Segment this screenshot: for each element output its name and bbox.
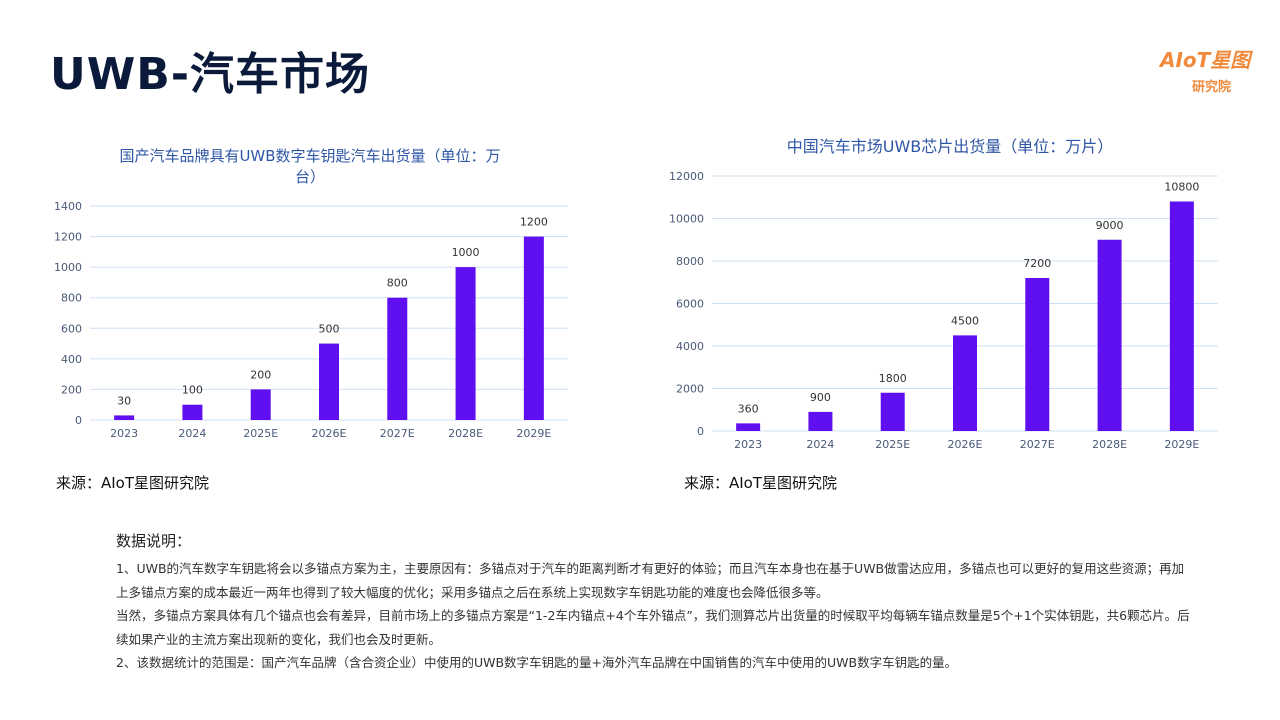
brand-logo: AIoT星图 研究院	[1160, 44, 1260, 95]
chart2-xtick-label: 2026E	[948, 438, 983, 451]
chart2-data-label: 360	[738, 402, 759, 415]
chart1-data-label: 1200	[520, 216, 548, 229]
chart2-bar	[880, 392, 905, 431]
chart1-data-label: 100	[182, 384, 203, 397]
chart2-ytick-label: 6000	[676, 298, 704, 311]
chart1-bar	[387, 297, 408, 420]
chart1-data-label: 800	[387, 277, 408, 290]
chart1-xtick-label: 2025E	[243, 427, 278, 440]
chart1-bar	[319, 343, 339, 420]
chart1-ytick-label: 800	[61, 292, 82, 305]
data-notes: 数据说明： 1、UWB的汽车数字车钥匙将会以多锚点方案为主，主要原因有：多锚点对…	[116, 530, 1196, 675]
notes-paragraph-1: 1、UWB的汽车数字车钥匙将会以多锚点方案为主，主要原因有：多锚点对于汽车的距离…	[116, 561, 1185, 600]
chart2-data-label: 7200	[1023, 257, 1051, 270]
chart2-ytick-label: 2000	[676, 383, 704, 396]
logo-sub-text: 研究院	[1192, 80, 1232, 95]
chart2-xtick-label: 2025E	[875, 438, 910, 451]
chart1-xtick-label: 2027E	[380, 427, 415, 440]
chart1-data-label: 30	[117, 394, 131, 407]
chart1-data-label: 1000	[452, 246, 480, 259]
chart2-ytick-label: 12000	[669, 170, 704, 183]
chart2-bar	[736, 423, 761, 431]
chart1-bar	[250, 389, 271, 420]
chart2-xtick-label: 2029E	[1164, 438, 1199, 451]
page-title: UWB-汽车市场	[50, 49, 371, 100]
chart2-data-label: 9000	[1096, 219, 1124, 232]
chart2-bar	[1025, 278, 1050, 431]
chart1-bar	[455, 267, 476, 420]
chart2-bar	[1169, 201, 1194, 431]
chart1-ytick-label: 0	[75, 414, 82, 427]
logo-main-text: AIoT星图	[1160, 48, 1251, 72]
chart1-title-line2: 台）	[294, 168, 325, 186]
chart1-xtick-label: 2024	[178, 427, 206, 440]
chart2-ytick-label: 10000	[669, 213, 704, 226]
chart2-svg: 0 2000 4000 6000 8000 10000 12000 360 2023 900 202…	[669, 170, 1218, 451]
chart2-data-label: 4500	[951, 314, 979, 327]
chart2-data-label: 10800	[1164, 181, 1199, 194]
chart2-source: 来源：AIoT星图研究院	[684, 474, 838, 492]
chart2-ytick-label: 8000	[676, 255, 704, 268]
notes-paragraph-2: 当然，多锚点方案具体有几个锚点也会有差异，目前市场上的多锚点方案是“1-2车内锚…	[116, 608, 1190, 647]
chart1-source: 来源：AIoT星图研究院	[56, 474, 210, 492]
chart1-ytick-label: 1400	[54, 200, 82, 213]
chart1-svg: 0 200 400 600 800 1000 1200 1400 30 2023 100 2024 20…	[54, 200, 568, 440]
chart2-xtick-label: 2023	[734, 438, 762, 451]
chart2-xtick-label: 2027E	[1020, 438, 1055, 451]
chart1-title-line1: 国产汽车品牌具有UWB数字车钥匙汽车出货量（单位：万	[119, 147, 501, 165]
chart2-bar	[1097, 239, 1122, 431]
chart2-ytick-label: 0	[697, 425, 704, 438]
chart1-xtick-label: 2026E	[312, 427, 347, 440]
chart1-ytick-label: 600	[61, 322, 82, 335]
chart2-ytick-label: 4000	[676, 340, 704, 353]
chart1-ytick-label: 200	[61, 383, 82, 396]
chart1-bar	[182, 404, 203, 420]
notes-heading: 数据说明：	[116, 532, 192, 550]
chart2-bar	[808, 411, 833, 431]
chart1-xtick-label: 2029E	[516, 427, 551, 440]
chart1-bar	[523, 236, 544, 420]
chart1-title: 国产汽车品牌具有UWB数字车钥匙汽车出货量（单位：万 台）	[100, 146, 520, 188]
chart1-data-label: 200	[250, 368, 271, 381]
chart2-bar	[953, 335, 977, 431]
chart1-ytick-label: 1000	[54, 261, 82, 274]
chart1-xtick-label: 2028E	[448, 427, 483, 440]
chart2-xtick-label: 2024	[806, 438, 834, 451]
chart2-data-label: 1800	[879, 372, 907, 385]
chart1-bar	[114, 415, 135, 420]
chart1-data-label: 500	[319, 323, 340, 336]
chart1-xtick-label: 2023	[110, 427, 138, 440]
chart2-xtick-label: 2028E	[1092, 438, 1127, 451]
chart2-data-label: 900	[810, 391, 831, 404]
chart1-ytick-label: 1200	[54, 231, 82, 244]
chart1-ytick-label: 400	[61, 353, 82, 366]
chart2-title-line1: 中国汽车市场UWB芯片出货量（单位：万片）	[786, 137, 1114, 156]
notes-paragraph-3: 2、该数据统计的范围是：国产汽车品牌（含合资企业）中使用的UWB数字车钥匙的量+…	[116, 655, 958, 670]
chart2-title: 中国汽车市场UWB芯片出货量（单位：万片）	[700, 136, 1200, 157]
